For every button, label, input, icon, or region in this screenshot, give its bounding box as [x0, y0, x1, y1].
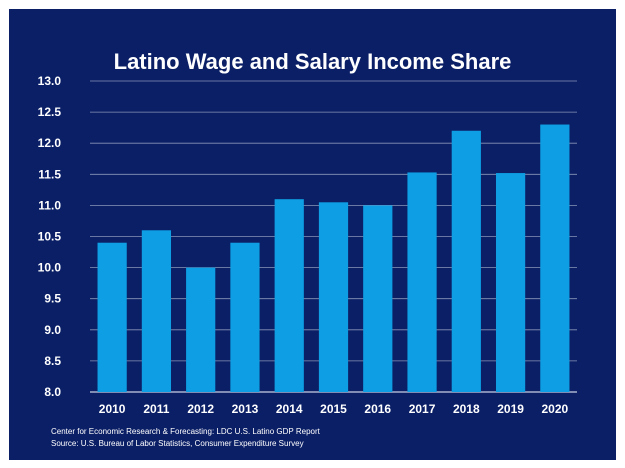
- x-tick-label: 2014: [276, 402, 303, 416]
- bar-2013: [230, 242, 260, 392]
- x-tick-label: 2011: [143, 402, 169, 416]
- x-tick-label: 2020: [542, 402, 569, 416]
- x-tick-label: 2013: [232, 402, 259, 416]
- x-tick-label: 2010: [99, 402, 126, 416]
- bar-2018: [451, 130, 481, 392]
- bar-2019: [495, 173, 526, 392]
- footnote-source: Source: U.S. Bureau of Labor Statistics,…: [51, 439, 304, 448]
- x-tick-label: 2019: [497, 402, 524, 416]
- y-tick-label: 13.0: [38, 74, 62, 88]
- y-tick-label: 10.0: [38, 261, 62, 275]
- chart-title: Latino Wage and Salary Income Share: [113, 49, 512, 74]
- bar-2010: [97, 242, 127, 392]
- y-tick-label: 12.5: [38, 105, 62, 119]
- x-tick-label: 2017: [409, 402, 436, 416]
- bar-2015: [318, 202, 349, 392]
- y-tick-label: 10.5: [38, 230, 62, 244]
- bar-2016: [363, 205, 393, 392]
- footnote-report: Center for Economic Research & Forecasti…: [51, 427, 320, 436]
- x-axis-ticks: 2010 2011 2012 2013 2014 2015 2016 2017 2018 2019…: [99, 402, 569, 416]
- bar-chart: 8.0 8.5 9.0 9.5 10.0 10.5 11.0 11.5 12.0 12.5 13.0…: [38, 74, 577, 416]
- y-axis-ticks: 8.0 8.5 9.0 9.5 10.0 10.5 11.0 11.5 12.0 12.5 13.0: [38, 74, 62, 399]
- bar-2011: [141, 230, 172, 392]
- y-tick-label: 12.0: [38, 136, 62, 150]
- x-tick-label: 2012: [187, 402, 214, 416]
- bar-2020: [540, 124, 570, 392]
- y-tick-label: 11.5: [38, 167, 61, 181]
- bars: [97, 124, 570, 392]
- bar-2017: [407, 172, 437, 392]
- y-tick-label: 8.0: [44, 385, 61, 399]
- y-tick-label: 8.5: [44, 354, 61, 368]
- y-tick-label: 9.0: [44, 323, 61, 337]
- bar-2014: [274, 199, 304, 392]
- x-tick-label: 2015: [320, 402, 347, 416]
- bar-2012: [186, 267, 216, 392]
- chart-slide: Latino Wage and Salary Income Share 8.0 8…: [9, 9, 616, 460]
- y-tick-label: 9.5: [44, 292, 61, 306]
- x-tick-label: 2016: [364, 402, 391, 416]
- y-tick-label: 11.0: [38, 198, 61, 212]
- x-tick-label: 2018: [453, 402, 480, 416]
